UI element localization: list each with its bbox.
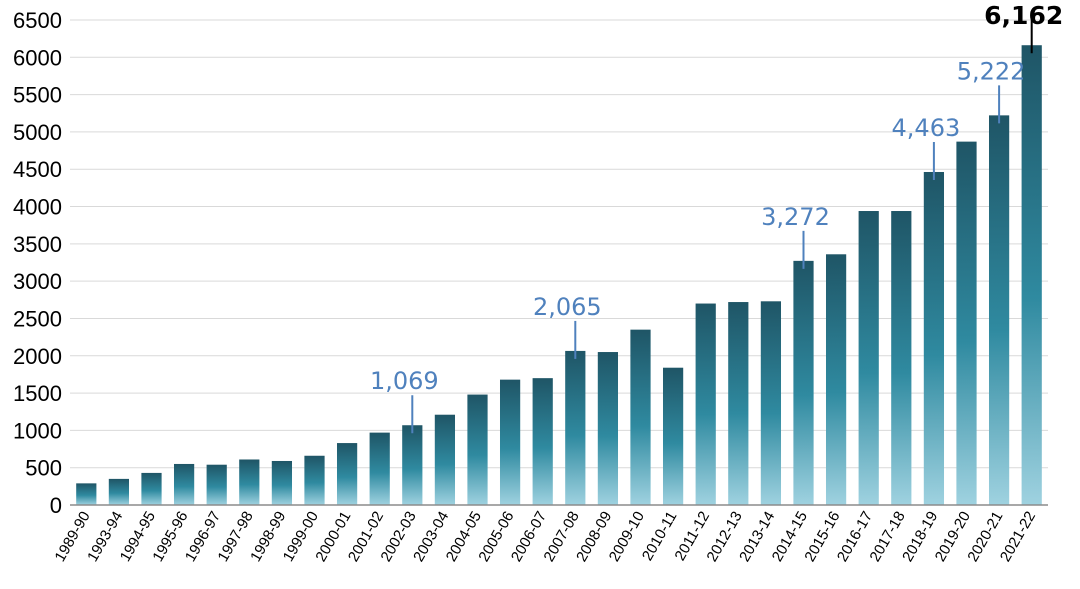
y-tick-label: 2500 (13, 306, 62, 331)
y-tick-label: 2000 (13, 344, 62, 369)
annotation-label: 3,272 (761, 203, 830, 231)
y-tick-label: 0 (50, 493, 62, 518)
annotation-label: 1,069 (370, 367, 439, 395)
bar-2019-20 (956, 141, 977, 505)
bars (76, 45, 1042, 506)
y-tick-label: 1000 (13, 418, 62, 443)
bar-2001-02 (369, 432, 390, 505)
bar-2018-19 (923, 171, 945, 506)
bar-2012-13 (728, 302, 749, 505)
bar-2009-10 (630, 329, 651, 505)
bar-1989-90 (76, 483, 97, 505)
bar-1998-99 (271, 460, 293, 505)
bar-1995-96 (173, 463, 195, 505)
gridlines (70, 19, 1048, 469)
bar-2008-09 (597, 352, 619, 505)
bar-2002-03 (402, 425, 423, 505)
annotation-label: 6,162 (984, 1, 1063, 30)
bar-2013-14 (760, 301, 782, 505)
y-tick-label: 5500 (13, 83, 62, 108)
bar-2005-06 (499, 379, 521, 505)
y-tick-label: 4000 (13, 195, 62, 220)
y-tick-label: 3500 (13, 232, 62, 257)
bar-2006-07 (532, 378, 553, 505)
y-tick-label: 3000 (13, 269, 62, 294)
bar-2007-08 (565, 350, 586, 505)
bar-2015-16 (825, 254, 847, 505)
bar-2004-05 (467, 394, 488, 505)
y-tick-label: 4500 (13, 157, 62, 182)
bar-1999-00 (304, 455, 325, 505)
bar-2011-12 (695, 303, 716, 505)
y-tick-label: 6000 (13, 45, 62, 70)
bar-1993-94 (108, 478, 130, 505)
annotation-label: 2,065 (533, 293, 602, 321)
y-axis-tick-labels: 0 500 1000 1500 2000 2500 3000 3500 4000 4500 5000… (13, 8, 62, 518)
bar-1997-98 (239, 459, 260, 505)
data-annotations: 1,069 2,065 3,272 4,463 5,222 6,162 (370, 1, 1063, 434)
bar-2000-01 (336, 443, 358, 505)
bar-2020-21 (988, 115, 1010, 505)
y-tick-label: 1500 (13, 381, 62, 406)
bar-2014-15 (793, 260, 814, 505)
bar-2021-22 (1021, 45, 1042, 505)
bar-1994-95 (141, 472, 162, 505)
y-tick-label: 5000 (13, 120, 62, 145)
y-tick-label: 500 (25, 456, 62, 481)
bar-2010-11 (662, 367, 684, 505)
bar-2016-17 (858, 211, 879, 505)
annotation-label: 4,463 (892, 114, 961, 142)
bar-2003-04 (434, 414, 456, 505)
bar-2017-18 (891, 211, 912, 505)
y-tick-label: 6500 (13, 8, 62, 33)
x-axis-tick-labels: 1989-901993-941994-951995-961996-971997-… (52, 509, 1040, 565)
bar-1996-97 (206, 464, 227, 505)
annotation-label: 5,222 (957, 57, 1026, 85)
